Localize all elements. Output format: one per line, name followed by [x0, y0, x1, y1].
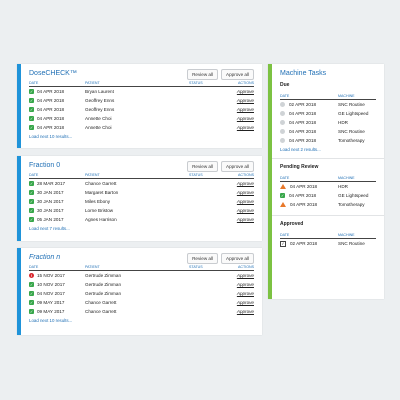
warning-icon — [280, 184, 286, 189]
table-header: DATE PATIENT STATUS ACTIONS — [29, 81, 254, 87]
approve-all-button[interactable]: Approve all — [221, 69, 254, 80]
circle-icon — [280, 129, 285, 134]
task-row[interactable]: 04 APR 2018 Tomotherapy — [280, 200, 376, 209]
approve-link[interactable]: Approve — [236, 300, 254, 305]
table-body: ✓ 04 APR 2018 Bryan Laurent Approve ✓ 04 APR… — [29, 87, 254, 132]
table-header: DATE MACHINE — [280, 94, 376, 100]
task-row[interactable]: 02 APR 2018 SNC Routine — [280, 100, 376, 109]
task-row[interactable]: ✓ 04 APR 2018 GE Lightspeed — [280, 193, 369, 198]
task-row[interactable]: ✓ 02 APR 2018 SNC Routine — [280, 240, 365, 247]
fraction-0-panel: Fraction 0 Review all Approve all DATE P… — [17, 156, 262, 241]
check-icon: ✓ — [29, 89, 34, 94]
fraction-n-panel: Fraction n Review all Approve all DATE P… — [17, 248, 262, 335]
task-row[interactable]: 04 APR 2018 GE Lightspeed — [280, 109, 376, 118]
load-more-link[interactable]: Load next 2 results... — [280, 147, 321, 152]
table-row[interactable]: ✓ 04 APR 2018 Geoffrey Enns Approve — [29, 107, 254, 112]
load-more-link[interactable]: Load next 10 results... — [29, 318, 73, 323]
approve-link[interactable]: Approve — [236, 116, 254, 121]
approve-link[interactable]: Approve — [236, 291, 254, 296]
check-icon: ✓ — [29, 199, 34, 204]
approve-all-button[interactable]: Approve all — [221, 161, 254, 172]
panel-title: Fraction 0 — [29, 162, 61, 169]
approve-link[interactable]: Approve — [236, 98, 254, 103]
task-row[interactable]: 04 APR 2018 HDR — [280, 118, 376, 127]
task-row[interactable]: 04 APR 2018 Tomotherapy — [280, 136, 376, 145]
approve-link[interactable]: Approve — [236, 273, 254, 278]
circle-icon — [280, 138, 285, 143]
check-icon: ✓ — [29, 217, 34, 222]
table-row[interactable]: ✓ 30 JAN 2017 Lorne Bristow Approve — [29, 208, 254, 213]
review-all-button[interactable]: Review all — [187, 253, 219, 264]
table-row[interactable]: ✓ 30 JAN 2017 Margaret Barton Approve — [29, 190, 254, 195]
table-header: DATE PATIENT STATUS ACTIONS — [29, 265, 254, 271]
check-icon: ✓ — [29, 291, 34, 296]
table-row[interactable]: ✓ 04 APR 2018 Geoffrey Enns Approve — [29, 98, 254, 103]
table-body: ✓ 28 MAR 2017 Chance Garrett Approve ✓ 30 JA… — [29, 179, 254, 224]
review-all-button[interactable]: Review all — [187, 161, 219, 172]
panel-title: Machine Tasks — [280, 70, 327, 77]
error-icon: ! — [29, 273, 34, 278]
check-icon: ✓ — [29, 300, 34, 305]
table-row[interactable]: ✓ 10 NOV 2017 Gertrude Zimman Approve — [29, 282, 254, 287]
table-row[interactable]: ✓ 09 MAY 2017 Chance Garrett Approve — [29, 309, 254, 314]
check-icon: ✓ — [29, 181, 34, 186]
table-row[interactable]: ✓ 05 JAN 2017 Agnes Harrison Approve — [29, 217, 254, 222]
table-header: DATE MACHINE — [280, 176, 376, 182]
approve-link[interactable]: Approve — [236, 107, 254, 112]
table-row[interactable]: ! 15 NOV 2017 Gertrude Zimman Approve — [29, 273, 254, 278]
panel-title: Fraction n — [29, 254, 61, 261]
approve-link[interactable]: Approve — [236, 199, 254, 204]
check-icon: ✓ — [29, 107, 34, 112]
approve-link[interactable]: Approve — [236, 208, 254, 213]
section-divider — [272, 158, 384, 159]
task-row[interactable]: 04 APR 2018 HDR — [280, 182, 376, 191]
due-heading: Due — [280, 82, 290, 88]
check-icon: ✓ — [29, 116, 34, 121]
check-icon: ✓ — [280, 193, 285, 198]
dosecheck-panel: DoseCHECK™ Review all Approve all DATE P… — [17, 64, 262, 148]
table-row[interactable]: ✓ 30 JAN 2017 Miles Ebony Approve — [29, 199, 254, 204]
table-header: DATE MACHINE — [280, 233, 376, 239]
table-row[interactable]: ✓ 09 MAY 2017 Chance Garrett Approve — [29, 300, 254, 305]
pending-review-heading: Pending Review — [280, 164, 319, 170]
load-more-link[interactable]: Load next 10 results... — [29, 134, 73, 139]
circle-icon — [280, 102, 285, 107]
machine-tasks-panel: Machine Tasks Due DATE MACHINE 02 APR 20… — [268, 64, 384, 299]
check-icon: ✓ — [29, 282, 34, 287]
check-icon: ✓ — [29, 309, 34, 314]
approve-link[interactable]: Approve — [236, 190, 254, 195]
check-icon: ✓ — [29, 190, 34, 195]
approve-all-button[interactable]: Approve all — [221, 253, 254, 264]
circle-icon — [280, 120, 285, 125]
check-icon: ✓ — [29, 98, 34, 103]
table-row[interactable]: ✓ 28 MAR 2017 Chance Garrett Approve — [29, 181, 254, 186]
section-divider — [272, 215, 384, 216]
task-row[interactable]: 04 APR 2018 SNC Routine — [280, 127, 376, 136]
approve-link[interactable]: Approve — [236, 125, 254, 130]
approve-link[interactable]: Approve — [236, 282, 254, 287]
approve-link[interactable]: Approve — [236, 217, 254, 222]
table-row[interactable]: ✓ 04 APR 2018 Annette Choi Approve — [29, 125, 254, 130]
table-row[interactable]: ✓ 04 APR 2018 Annette Choi Approve — [29, 116, 254, 121]
check-icon: ✓ — [29, 208, 34, 213]
table-body: ! 15 NOV 2017 Gertrude Zimman Approve ✓ 10 N… — [29, 271, 254, 316]
load-more-link[interactable]: Load next 7 results... — [29, 226, 70, 231]
approve-link[interactable]: Approve — [236, 181, 254, 186]
approved-heading: Approved — [280, 221, 304, 227]
table-header: DATE PATIENT STATUS ACTIONS — [29, 173, 254, 179]
table-row[interactable]: ✓ 04 NOV 2017 Gertrude Zimman Approve — [29, 291, 254, 296]
review-all-button[interactable]: Review all — [187, 69, 219, 80]
approve-link[interactable]: Approve — [236, 89, 254, 94]
table-row[interactable]: ✓ 04 APR 2018 Bryan Laurent Approve — [29, 89, 254, 94]
circle-icon — [280, 111, 285, 116]
check-icon: ✓ — [29, 125, 34, 130]
checkbox-icon: ✓ — [280, 240, 286, 247]
approve-link[interactable]: Approve — [236, 309, 254, 314]
panel-title: DoseCHECK™ — [29, 70, 77, 77]
warning-icon — [280, 202, 286, 207]
